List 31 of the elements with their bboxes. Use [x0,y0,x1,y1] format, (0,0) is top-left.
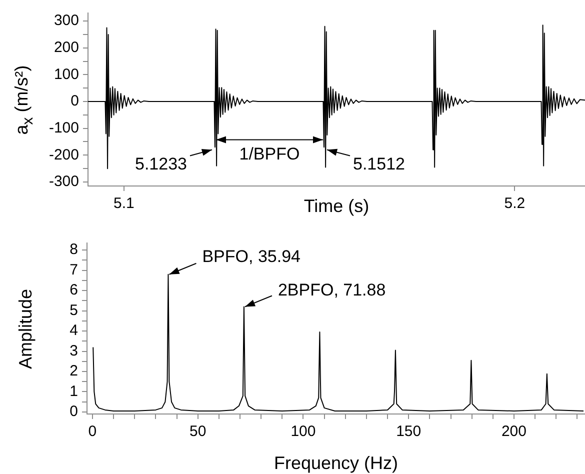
y-tick-label: 7 [70,261,78,278]
y-tick-label: 5 [70,302,78,319]
x-tick-label: 0 [88,423,97,440]
y-tick-label: 6 [70,282,78,299]
x-tick-label: 5.1 [114,195,134,212]
y-tick-label: 0 [70,92,79,110]
x-tick-label: 100 [290,423,316,440]
y-tick-label: 300 [54,12,79,30]
y-tick-label: 4 [70,322,78,340]
annotation: 5.1233 [134,154,187,174]
x-axis-title: Time (s) [304,196,370,216]
y-tick-label: 8 [70,241,78,258]
x-tick-label: 200 [501,423,526,440]
y-tick-label: 2 [70,362,78,380]
y-tick-label: 0 [70,403,78,420]
y-tick-label: 1 [70,382,78,400]
annotation: 1/BPFO [239,144,300,164]
annotation: 2BPFO, 71.88 [278,280,386,300]
y-tick-label: -200 [48,146,79,164]
x-tick-label: 5.2 [504,195,526,212]
x-tick-label: 50 [190,423,206,440]
y-tick-label: 100 [54,66,79,83]
x-tick-label: 150 [396,423,422,440]
y-tick-label: 200 [54,39,79,56]
x-axis-title: Frequency (Hz) [274,452,398,473]
annotation: BPFO, 35.94 [202,247,301,266]
y-tick-label: 3 [70,342,78,360]
y-axis-title: Amplitude [16,288,36,369]
annotation: 5.1512 [352,154,405,174]
y-tick-label: -100 [48,119,79,136]
y-tick-label: -300 [48,173,79,190]
